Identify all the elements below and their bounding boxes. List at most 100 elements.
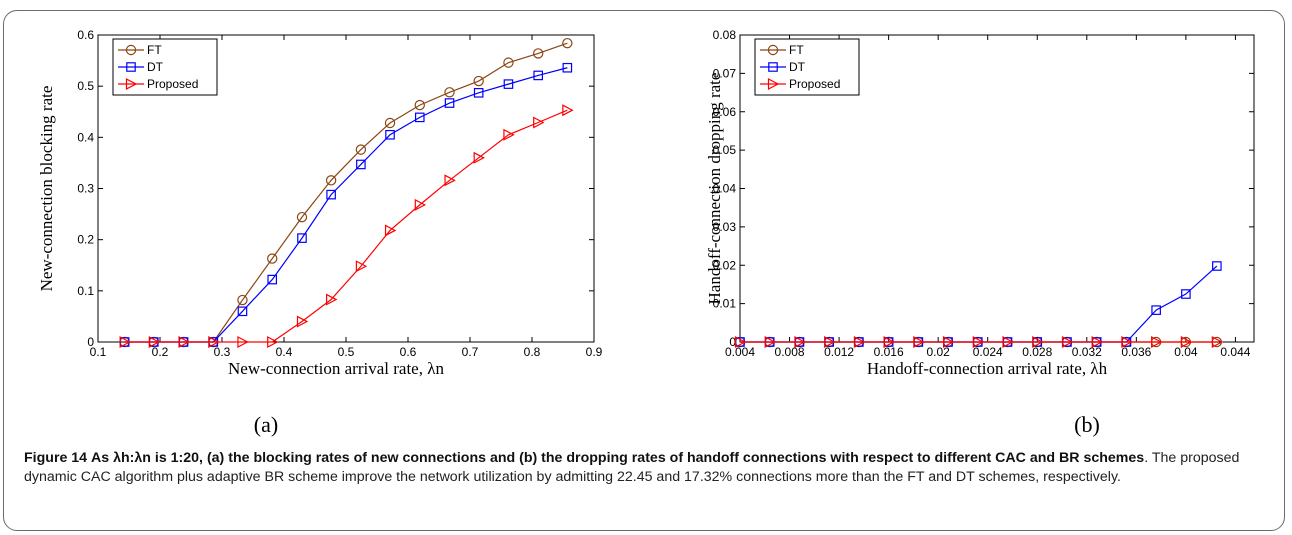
data-point-ft <box>414 99 425 111</box>
y-tick-label: 0.2 <box>77 233 94 247</box>
x-tick-label: 0.9 <box>586 345 603 359</box>
data-point-proposed <box>326 293 338 306</box>
data-point-ft <box>444 87 455 98</box>
data-point-ft <box>562 37 573 49</box>
data-point-proposed <box>355 260 368 273</box>
x-tick-label: 0.012 <box>824 345 854 359</box>
y-tick-label: 0 <box>87 335 94 349</box>
data-point-proposed <box>384 224 397 237</box>
legend-swatch-marker <box>125 78 138 90</box>
legend-swatch-marker <box>768 62 778 72</box>
data-point-proposed <box>853 336 866 348</box>
data-point-proposed <box>503 128 515 141</box>
x-tick-label: 0.004 <box>725 345 755 359</box>
data-point-proposed <box>1211 336 1224 348</box>
data-point-proposed <box>473 151 485 164</box>
x-tick-label: 0.8 <box>524 345 541 359</box>
legend-entry: DT <box>147 60 164 74</box>
data-point-dt <box>237 306 248 317</box>
data-point-ft <box>473 75 484 87</box>
data-point-proposed <box>734 336 747 348</box>
x-tick-label: 0.1 <box>90 345 107 359</box>
x-tick-label: 0.024 <box>973 345 1003 359</box>
data-point-dt <box>503 79 514 89</box>
x-tick-label: 0.2 <box>152 345 169 359</box>
legend-swatch-marker <box>126 62 136 72</box>
data-point-ft <box>384 117 396 129</box>
data-point-proposed <box>562 104 574 117</box>
data-point-ft <box>325 175 337 186</box>
panel-label: (b) <box>1074 412 1100 437</box>
x-tick-label: 0.016 <box>874 345 904 359</box>
legend-entry: DT <box>789 60 806 74</box>
y-tick-label: 0.5 <box>77 79 94 93</box>
legend-entry: FT <box>789 43 804 57</box>
legend-entry: Proposed <box>147 77 198 91</box>
data-point-dt <box>1212 261 1222 271</box>
data-point-proposed <box>824 336 836 348</box>
chart-panel-a: 0.1 0.2 0.3 0.4 0.5 0.6 0.7 0.8 0.900.10.20.30.4… <box>37 28 603 437</box>
y-tick-label: 0.07 <box>713 66 737 80</box>
legend-swatch-marker <box>125 44 137 56</box>
data-point-proposed <box>942 336 955 348</box>
data-point-ft <box>355 144 367 155</box>
data-point-proposed <box>178 336 190 348</box>
data-point-proposed <box>1032 336 1044 348</box>
x-tick-label: 0.04 <box>1174 345 1198 359</box>
x-tick-label: 0.4 <box>276 345 293 359</box>
y-axis-label: Handoff-connection dropping rate <box>705 73 724 305</box>
y-tick-label: 0.08 <box>713 28 737 42</box>
y-tick-label: 0.4 <box>77 130 94 144</box>
data-point-ft <box>296 211 308 223</box>
x-tick-label: 0.028 <box>1022 345 1052 359</box>
data-point-dt <box>385 129 395 140</box>
y-axis-label: New-connection blocking rate <box>37 86 56 292</box>
figure-caption: Figure 14 As λh:λn is 1:20, (a) the bloc… <box>24 449 1264 487</box>
x-tick-label: 0.008 <box>775 345 805 359</box>
data-point-dt <box>356 159 366 170</box>
x-tick-label: 0.036 <box>1121 345 1151 359</box>
data-point-proposed <box>414 198 427 211</box>
x-tick-label: 0.044 <box>1220 345 1250 359</box>
data-point-proposed <box>764 336 777 348</box>
data-point-dt <box>267 274 278 285</box>
y-tick-label: 0.6 <box>77 28 94 42</box>
x-tick-label: 0.02 <box>926 345 950 359</box>
x-axis-label: Handoff-connection arrival rate, λh <box>867 359 1108 378</box>
data-point-dt <box>326 189 336 200</box>
y-tick-label: 0.01 <box>713 297 737 311</box>
data-point-dt <box>1151 305 1161 315</box>
data-point-proposed <box>913 336 925 348</box>
data-point-proposed <box>1061 336 1074 348</box>
data-point-ft <box>503 57 514 68</box>
x-tick-label: 0.032 <box>1072 345 1102 359</box>
data-point-proposed <box>267 336 279 348</box>
y-tick-label: 0.06 <box>713 105 737 119</box>
data-point-dt <box>533 70 543 81</box>
x-tick-label: 0.5 <box>338 345 355 359</box>
data-point-proposed <box>148 336 161 348</box>
data-point-proposed <box>1121 336 1133 348</box>
legend-swatch-marker <box>767 44 779 56</box>
data-point-proposed <box>1002 336 1014 348</box>
data-point-proposed <box>208 336 220 348</box>
y-tick-label: 0.04 <box>713 182 737 196</box>
data-point-dt <box>1181 289 1191 299</box>
panel-label: (a) <box>254 412 278 437</box>
data-point-proposed <box>883 336 895 348</box>
x-axis-label: New-connection arrival rate, λn <box>228 359 444 378</box>
chart-panel-b: 0.004 0.008 0.012 0.016 0.02 0.024 0.028 0.032 0… <box>705 28 1255 437</box>
legend-entry: FT <box>147 43 162 57</box>
figure-frame <box>3 10 1285 531</box>
data-point-proposed <box>444 174 456 187</box>
x-tick-label: 0.3 <box>214 345 231 359</box>
data-point-dt <box>444 98 455 108</box>
data-point-ft <box>237 294 248 306</box>
y-tick-label: 0 <box>729 335 736 349</box>
caption-body-text: . The proposed dynamic CAC algorithm plu… <box>24 450 1240 485</box>
data-point-ft <box>533 48 544 59</box>
y-tick-label: 0.05 <box>713 143 737 157</box>
legend-entry: Proposed <box>789 77 840 91</box>
x-tick-label: 0.7 <box>462 345 479 359</box>
data-point-ft <box>267 253 278 264</box>
